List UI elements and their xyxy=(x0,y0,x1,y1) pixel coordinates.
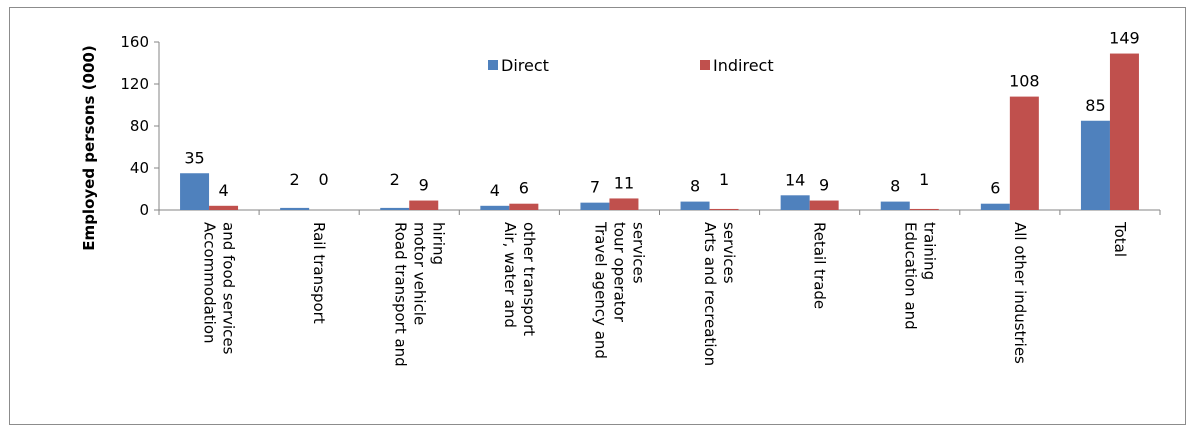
data-label-direct: 7 xyxy=(590,178,600,197)
category-label-line: services xyxy=(629,222,647,284)
bar-direct xyxy=(880,201,910,210)
category-label-line: All other industries xyxy=(1011,222,1029,364)
data-label-direct: 8 xyxy=(890,177,900,196)
category-label-line: Rail transport xyxy=(310,222,328,324)
data-label-direct: 85 xyxy=(1085,96,1105,115)
legend-label-direct: Direct xyxy=(501,56,549,75)
data-label-direct: 35 xyxy=(184,148,204,167)
data-label-direct: 2 xyxy=(390,170,400,189)
data-label-indirect: 6 xyxy=(519,179,529,198)
data-label-indirect: 1 xyxy=(919,170,929,189)
y-tick-label: 40 xyxy=(130,159,149,177)
data-label-indirect: 1 xyxy=(719,170,729,189)
category-label: All other industries xyxy=(1011,222,1029,364)
category-label-line: Total xyxy=(1111,221,1129,257)
bar-indirect xyxy=(509,203,539,210)
bar-direct xyxy=(580,202,610,210)
bar-indirect xyxy=(1109,53,1139,210)
bar-direct xyxy=(180,173,210,210)
category-label-line: motor vehicle xyxy=(410,222,428,325)
category-label-line: Travel agency and xyxy=(591,221,609,359)
legend-swatch-indirect xyxy=(700,60,710,70)
bar-direct xyxy=(480,205,510,210)
data-label-indirect: 0 xyxy=(319,170,329,189)
category-label: Total xyxy=(1111,221,1129,257)
category-label-line: services xyxy=(720,222,738,284)
category-label-line: training xyxy=(920,222,938,280)
bar-direct xyxy=(980,203,1010,210)
bar-direct xyxy=(1080,120,1110,210)
bar-indirect xyxy=(709,208,739,210)
bar-direct xyxy=(780,195,810,210)
bar-indirect xyxy=(909,208,939,210)
bar-indirect xyxy=(609,198,639,210)
data-label-direct: 8 xyxy=(690,177,700,196)
y-tick-label: 120 xyxy=(120,75,149,93)
data-label-direct: 6 xyxy=(990,179,1000,198)
data-label-direct: 4 xyxy=(490,181,500,200)
y-tick-label: 0 xyxy=(139,201,149,219)
category-label: Travel agency andtour operatorservices xyxy=(591,221,647,359)
chart-frame xyxy=(9,7,1186,425)
bar-direct xyxy=(380,207,410,210)
category-label: Education andtraining xyxy=(901,222,938,330)
bar-indirect xyxy=(809,200,839,210)
bar-direct xyxy=(680,201,710,210)
y-tick-label: 160 xyxy=(120,33,149,51)
category-label-line: tour operator xyxy=(610,222,628,323)
category-label: Arts and recreationservices xyxy=(701,222,738,366)
legend-label-indirect: Indirect xyxy=(713,56,774,75)
bar-indirect xyxy=(209,205,239,210)
data-label-indirect: 9 xyxy=(419,176,429,195)
category-label-line: Retail trade xyxy=(811,222,829,309)
category-label: Road transport andmotor vehiclehiring xyxy=(391,222,447,367)
y-tick-label: 80 xyxy=(130,117,149,135)
data-label-indirect: 11 xyxy=(614,173,634,192)
bar-indirect xyxy=(409,200,439,210)
category-label-line: Road transport and xyxy=(391,222,409,367)
category-label: Accommodationand food services xyxy=(201,222,238,355)
bar-direct xyxy=(280,207,310,210)
bar-indirect xyxy=(1009,96,1039,210)
data-label-indirect: 108 xyxy=(1009,72,1040,91)
data-label-indirect: 9 xyxy=(819,176,829,195)
category-label: Rail transport xyxy=(310,222,328,324)
data-label-direct: 14 xyxy=(785,170,805,189)
y-axis-title: Employed persons (000) xyxy=(80,45,98,250)
category-label-line: Accommodation xyxy=(201,222,219,344)
category-label-line: Arts and recreation xyxy=(701,222,719,366)
category-label: Retail trade xyxy=(811,222,829,309)
category-label-line: hiring xyxy=(429,222,447,265)
category-label-line: other transport xyxy=(520,222,538,336)
category-label-line: Education and xyxy=(901,222,919,330)
category-label-line: Air, water and xyxy=(501,222,519,328)
legend-swatch-direct xyxy=(488,60,498,70)
data-label-indirect: 4 xyxy=(218,181,228,200)
data-label-indirect: 149 xyxy=(1109,29,1140,48)
category-label-line: and food services xyxy=(220,222,238,355)
category-label: Air, water andother transport xyxy=(501,222,538,336)
data-label-direct: 2 xyxy=(290,170,300,189)
